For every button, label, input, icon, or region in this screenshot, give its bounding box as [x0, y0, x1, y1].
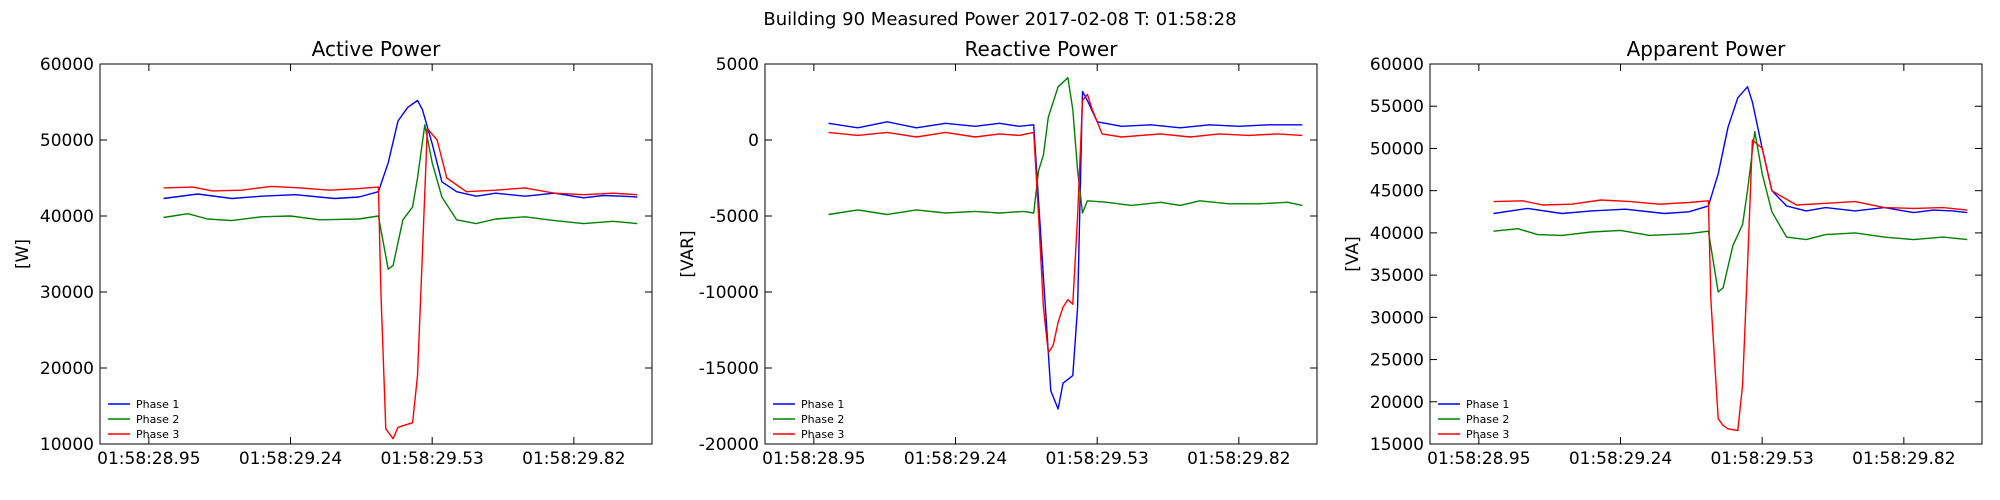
active-power-xtick-label: 01:58:29.53 — [380, 449, 483, 469]
active-power-title: Active Power — [312, 37, 441, 61]
apparent-power-panel: Apparent Power [VA] 15000 20000 25000 30000 35… — [1343, 37, 1983, 469]
reactive-power-axes-frame — [764, 63, 1318, 445]
apparent-power-xtick-label: 01:58:29.24 — [1569, 449, 1672, 469]
apparent-power-legend-label-3: Phase 3 — [1466, 428, 1509, 441]
reactive-power-ytick-label: -20000 — [699, 435, 759, 455]
apparent-power-xtick-label: 01:58:29.53 — [1710, 449, 1813, 469]
apparent-power-ytick-label: 15000 — [1370, 435, 1424, 455]
apparent-power-ytick-label: 40000 — [1370, 224, 1424, 244]
reactive-power-xtick-label: 01:58:29.24 — [904, 449, 1007, 469]
active-power-legend-label-1: Phase 1 — [136, 398, 179, 411]
reactive-power-legend-label-2: Phase 2 — [801, 413, 844, 426]
apparent-power-ytick-label: 50000 — [1370, 139, 1424, 159]
reactive-power-series-phase-2 — [828, 76, 1303, 216]
apparent-power-axes-frame — [1429, 63, 1983, 445]
apparent-power-ytick-label: 45000 — [1370, 182, 1424, 202]
apparent-power-ylabel: [VA] — [1343, 236, 1363, 271]
reactive-power-ytick-label: -10000 — [699, 283, 759, 303]
figure-title: Building 90 Measured Power 2017-02-08 T:… — [763, 9, 1236, 30]
apparent-power-xtick-label: 01:58:28.95 — [1427, 449, 1530, 469]
reactive-power-ytick-label: -5000 — [710, 207, 759, 227]
reactive-power-xtick-label: 01:58:29.82 — [1187, 449, 1290, 469]
apparent-power-ytick-label: 60000 — [1370, 55, 1424, 75]
active-power-ytick-label: 30000 — [40, 283, 94, 303]
reactive-power-panel: Reactive Power [VAR] -20000 -15000 -10000 -50… — [678, 37, 1318, 469]
active-power-series-phase-2 — [163, 124, 638, 270]
reactive-power-xtick-label: 01:58:29.53 — [1045, 449, 1148, 469]
apparent-power-ytick-label: 20000 — [1370, 393, 1424, 413]
apparent-power-xtick-label: 01:58:29.82 — [1852, 449, 1955, 469]
apparent-power-series-phase-3 — [1493, 139, 1968, 432]
active-power-ytick-label: 60000 — [40, 55, 94, 75]
reactive-power-legend-label-3: Phase 3 — [801, 428, 844, 441]
active-power-series-phase-3 — [163, 127, 638, 440]
apparent-power-legend-label-1: Phase 1 — [1466, 398, 1509, 411]
reactive-power-legend-label-1: Phase 1 — [801, 398, 844, 411]
reactive-power-ytick-label: -15000 — [699, 359, 759, 379]
apparent-power-ytick-label: 25000 — [1370, 351, 1424, 371]
apparent-power-ytick-label: 30000 — [1370, 308, 1424, 328]
reactive-power-series-phase-3 — [828, 93, 1303, 354]
active-power-xtick-label: 01:58:29.82 — [522, 449, 625, 469]
active-power-panel: Active Power [W] 10000 20000 30000 40000 50000… — [13, 37, 653, 469]
apparent-power-title: Apparent Power — [1627, 37, 1787, 61]
active-power-ylabel: [W] — [13, 239, 33, 269]
apparent-power-series-phase-2 — [1493, 130, 1968, 293]
active-power-ytick-label: 40000 — [40, 207, 94, 227]
apparent-power-ytick-label: 55000 — [1370, 97, 1424, 117]
active-power-legend-label-3: Phase 3 — [136, 428, 179, 441]
reactive-power-ytick-label: 0 — [748, 131, 759, 151]
reactive-power-xtick-label: 01:58:28.95 — [762, 449, 865, 469]
active-power-ytick-label: 50000 — [40, 131, 94, 151]
reactive-power-title: Reactive Power — [965, 37, 1119, 61]
reactive-power-ytick-label: 5000 — [716, 55, 759, 75]
active-power-xtick-label: 01:58:28.95 — [97, 449, 200, 469]
active-power-legend-label-2: Phase 2 — [136, 413, 179, 426]
active-power-xtick-label: 01:58:29.24 — [239, 449, 342, 469]
apparent-power-ytick-label: 35000 — [1370, 266, 1424, 286]
reactive-power-series-phase-1 — [828, 90, 1303, 410]
apparent-power-legend-label-2: Phase 2 — [1466, 413, 1509, 426]
active-power-ytick-label: 20000 — [40, 359, 94, 379]
active-power-ytick-label: 10000 — [40, 435, 94, 455]
active-power-axes-frame — [99, 63, 653, 445]
reactive-power-ylabel: [VAR] — [678, 230, 698, 277]
